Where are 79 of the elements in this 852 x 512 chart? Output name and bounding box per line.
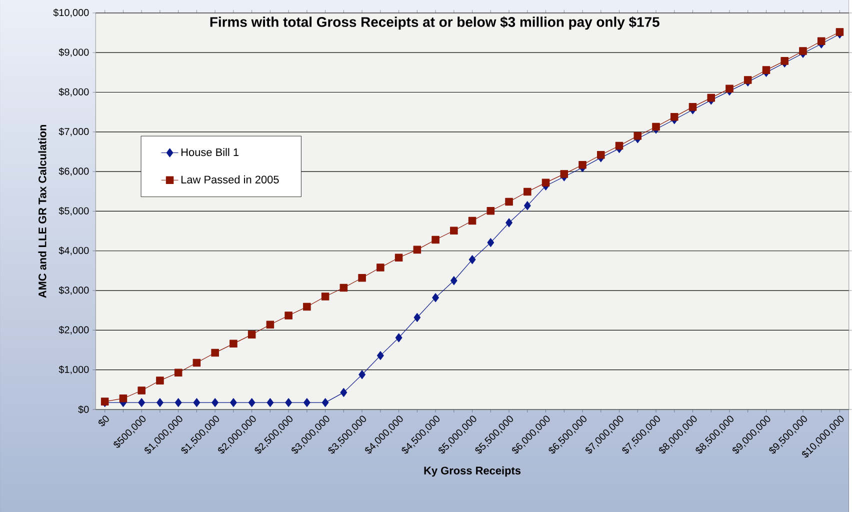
point xyxy=(340,284,348,292)
point xyxy=(413,246,422,254)
y-tick-label: $9,000 xyxy=(58,48,89,57)
y-tick-label: $1,000 xyxy=(58,365,89,374)
point xyxy=(174,398,182,407)
point xyxy=(266,398,274,407)
point xyxy=(817,37,826,45)
point xyxy=(284,312,292,320)
point xyxy=(376,351,384,360)
y-tick-label: $4,000 xyxy=(58,246,89,256)
point xyxy=(450,226,458,234)
point xyxy=(358,370,366,380)
point xyxy=(578,160,586,169)
point xyxy=(432,236,440,244)
y-tick-label: $2,000 xyxy=(58,326,89,334)
point xyxy=(744,76,752,84)
point xyxy=(248,398,256,407)
point xyxy=(285,398,292,407)
point xyxy=(836,28,844,36)
point xyxy=(376,264,384,272)
point xyxy=(799,47,807,55)
point xyxy=(230,398,237,407)
point xyxy=(394,254,403,262)
point xyxy=(211,348,219,357)
point xyxy=(506,218,512,228)
y-tick-label: $10,000 xyxy=(53,8,89,18)
point xyxy=(358,274,366,282)
point xyxy=(542,178,550,186)
point xyxy=(634,132,642,140)
y-tick-label: $7,000 xyxy=(58,128,89,136)
point xyxy=(615,142,624,150)
y-tick-label: $3,000 xyxy=(58,286,89,295)
point xyxy=(414,312,421,322)
point xyxy=(340,388,348,397)
point xyxy=(597,150,605,159)
y-tick-label: $6,000 xyxy=(58,167,89,176)
point xyxy=(652,122,660,131)
point xyxy=(248,330,256,338)
point xyxy=(486,206,495,215)
point xyxy=(505,198,513,206)
point xyxy=(780,56,788,65)
point xyxy=(468,255,476,264)
x-axis-title: Ky Gross Receipts xyxy=(424,466,521,477)
point xyxy=(432,293,439,302)
point xyxy=(230,340,238,348)
point xyxy=(487,238,494,247)
point xyxy=(688,102,697,111)
point xyxy=(322,398,329,407)
point xyxy=(212,398,219,407)
y-axis-title: AMC and LLE GR Tax Calculation xyxy=(38,124,46,298)
legend-label: House Bill 1 xyxy=(181,148,239,156)
point xyxy=(707,94,716,102)
y-tick-label: $8,000 xyxy=(58,88,89,97)
point xyxy=(524,201,531,210)
x-tick-label: $0 xyxy=(98,416,109,426)
chart-title: Firms with total Gross Receipts at or below $3 million pay only $175 xyxy=(210,16,660,30)
point xyxy=(450,276,458,286)
point xyxy=(193,398,200,407)
point xyxy=(395,333,402,342)
point xyxy=(138,386,146,394)
point xyxy=(156,376,164,384)
y-tick-label: $0 xyxy=(78,405,89,414)
point xyxy=(174,368,182,376)
point xyxy=(762,66,770,74)
legend-label: Law Passed in 2005 xyxy=(181,175,279,184)
point xyxy=(560,170,568,178)
point xyxy=(303,302,311,311)
point xyxy=(266,320,274,328)
point xyxy=(726,84,734,93)
point xyxy=(524,188,532,196)
y-tick-label: $5,000 xyxy=(58,206,89,216)
point xyxy=(138,398,146,407)
point xyxy=(670,112,678,121)
point xyxy=(468,216,476,225)
point xyxy=(156,398,164,407)
point xyxy=(303,398,310,407)
point xyxy=(321,292,330,300)
point xyxy=(192,358,201,367)
point xyxy=(119,394,128,402)
